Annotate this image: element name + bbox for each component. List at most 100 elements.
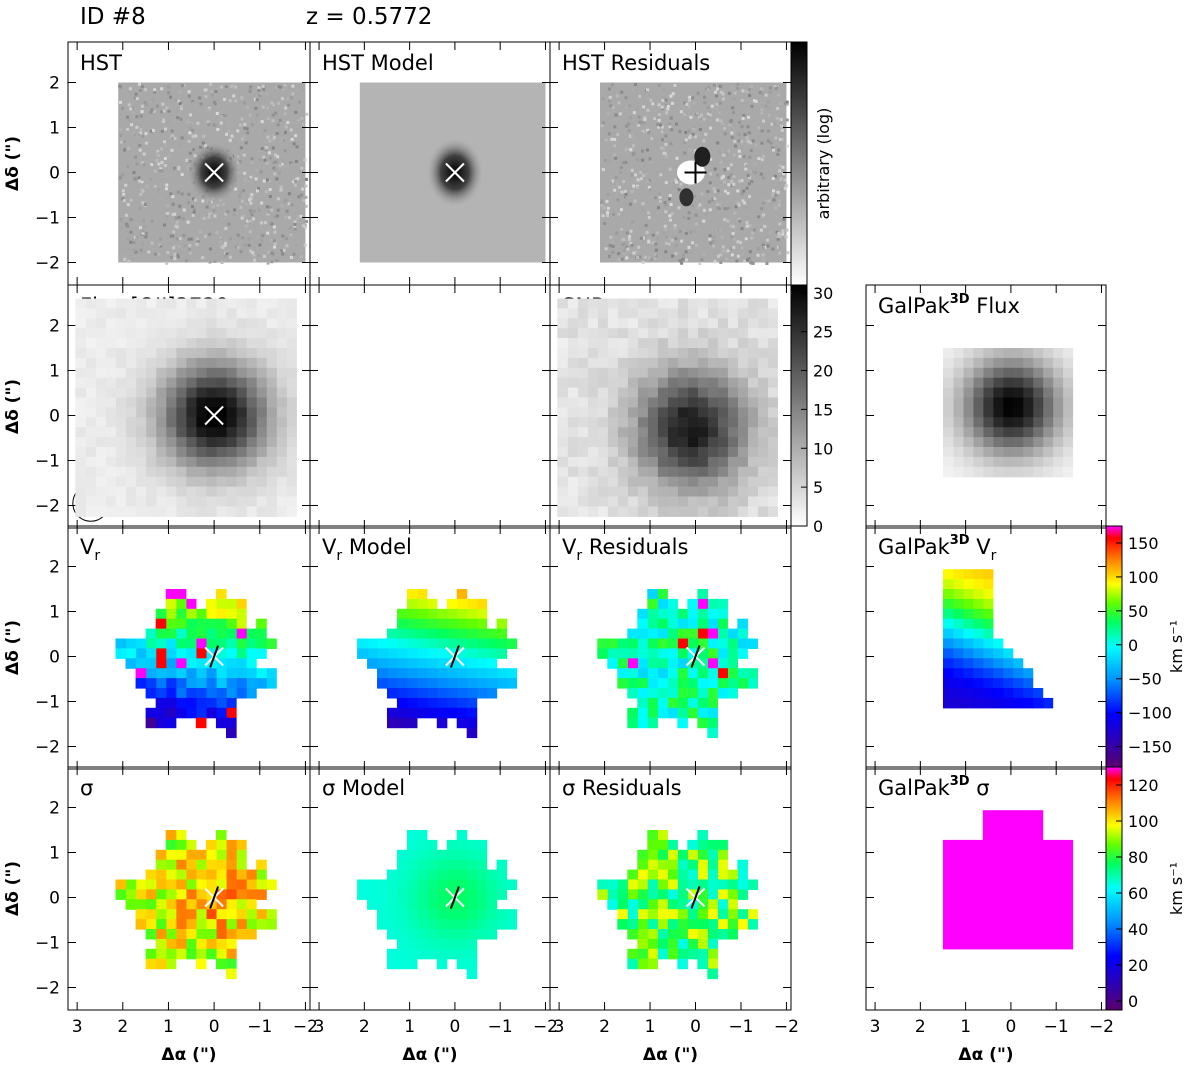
map-pixel	[426, 598, 438, 610]
map-pixel	[962, 919, 974, 930]
map-pixel	[135, 427, 147, 438]
galpak-dispersion-map	[942, 810, 1074, 950]
noise-pixel	[739, 241, 743, 245]
noise-pixel	[261, 105, 265, 109]
map-pixel	[617, 466, 628, 478]
map-pixel	[195, 909, 207, 920]
map-pixel	[942, 579, 954, 590]
noise-pixel	[664, 203, 668, 207]
map-pixel	[1022, 849, 1034, 861]
map-pixel	[135, 387, 147, 399]
noise-pixel	[195, 242, 199, 246]
map-pixel	[687, 598, 698, 610]
noise-pixel	[740, 179, 744, 183]
map-pixel	[175, 397, 187, 408]
residual-dark	[694, 146, 711, 167]
map-pixel	[597, 427, 608, 438]
map-pixel	[1022, 357, 1034, 369]
noise-pixel	[280, 249, 284, 253]
map-pixel	[657, 839, 668, 851]
noise-pixel	[187, 94, 191, 98]
map-pixel	[647, 397, 658, 408]
map-pixel	[697, 437, 708, 448]
map-pixel	[657, 417, 668, 428]
map-pixel	[436, 859, 448, 871]
noise-pixel	[232, 94, 236, 98]
map-pixel	[205, 298, 217, 309]
noise-pixel	[292, 193, 296, 197]
map-pixel	[225, 909, 237, 920]
noise-pixel	[245, 105, 249, 109]
noise-pixel	[203, 234, 207, 238]
noise-pixel	[289, 96, 293, 100]
noise-pixel	[709, 241, 713, 245]
noise-pixel	[768, 90, 772, 94]
noise-pixel	[648, 157, 652, 161]
map-pixel	[962, 357, 974, 369]
map-pixel	[205, 437, 217, 448]
map-pixel	[165, 427, 177, 438]
map-pixel	[972, 638, 984, 649]
map-pixel	[587, 506, 598, 517]
noise-pixel	[141, 231, 145, 235]
colorbar-tick-label: 100	[1128, 568, 1159, 587]
map-pixel	[75, 476, 86, 488]
map-pixel	[155, 367, 167, 379]
map-pixel	[982, 589, 994, 600]
map-pixel	[717, 506, 728, 517]
map-pixel	[637, 308, 648, 319]
map-pixel	[115, 476, 127, 488]
map-pixel	[1012, 839, 1024, 851]
map-pixel	[942, 608, 954, 620]
map-pixel	[647, 348, 658, 359]
noise-pixel	[704, 132, 708, 136]
noise-pixel	[638, 120, 642, 124]
x-tick-label: 0	[1005, 1017, 1016, 1037]
noise-pixel	[649, 98, 653, 102]
map-pixel	[627, 958, 638, 970]
map-pixel	[647, 486, 658, 498]
map-pixel	[1052, 879, 1064, 890]
noise-pixel	[259, 221, 263, 225]
noise-pixel	[703, 101, 707, 105]
noise-pixel	[258, 149, 262, 153]
map-pixel	[135, 417, 147, 428]
map-pixel	[276, 387, 287, 399]
noise-pixel	[719, 260, 723, 264]
map-pixel	[1062, 348, 1074, 359]
noise-pixel	[126, 115, 130, 119]
map-pixel	[677, 909, 688, 920]
noise-pixel	[280, 204, 284, 208]
map-pixel	[677, 929, 688, 940]
map-pixel	[95, 427, 107, 438]
map-pixel	[577, 357, 588, 369]
map-pixel	[677, 298, 688, 309]
map-pixel	[942, 397, 954, 408]
map-pixel	[982, 859, 994, 871]
noise-pixel	[657, 118, 661, 122]
noise-pixel	[182, 234, 186, 238]
map-pixel	[982, 668, 994, 679]
map-pixel	[145, 476, 157, 488]
noise-pixel	[296, 118, 300, 122]
map-pixel	[266, 909, 277, 920]
map-pixel	[1012, 919, 1024, 930]
map-pixel	[767, 447, 778, 458]
map-pixel	[697, 589, 708, 600]
map-pixel	[165, 668, 177, 679]
map-pixel	[486, 678, 498, 689]
map-pixel	[165, 417, 177, 428]
noise-pixel	[729, 259, 733, 263]
map-pixel	[215, 830, 227, 841]
colorbar-tick-label: 20	[813, 362, 833, 381]
map-pixel	[486, 879, 498, 890]
map-pixel	[577, 427, 588, 438]
map-pixel	[667, 869, 678, 881]
noise-pixel	[716, 173, 720, 177]
map-pixel	[95, 338, 107, 349]
map-pixel	[406, 919, 418, 930]
map-pixel	[165, 618, 177, 630]
map-pixel	[952, 648, 964, 659]
noise-pixel	[236, 155, 240, 159]
noise-pixel	[277, 171, 281, 175]
